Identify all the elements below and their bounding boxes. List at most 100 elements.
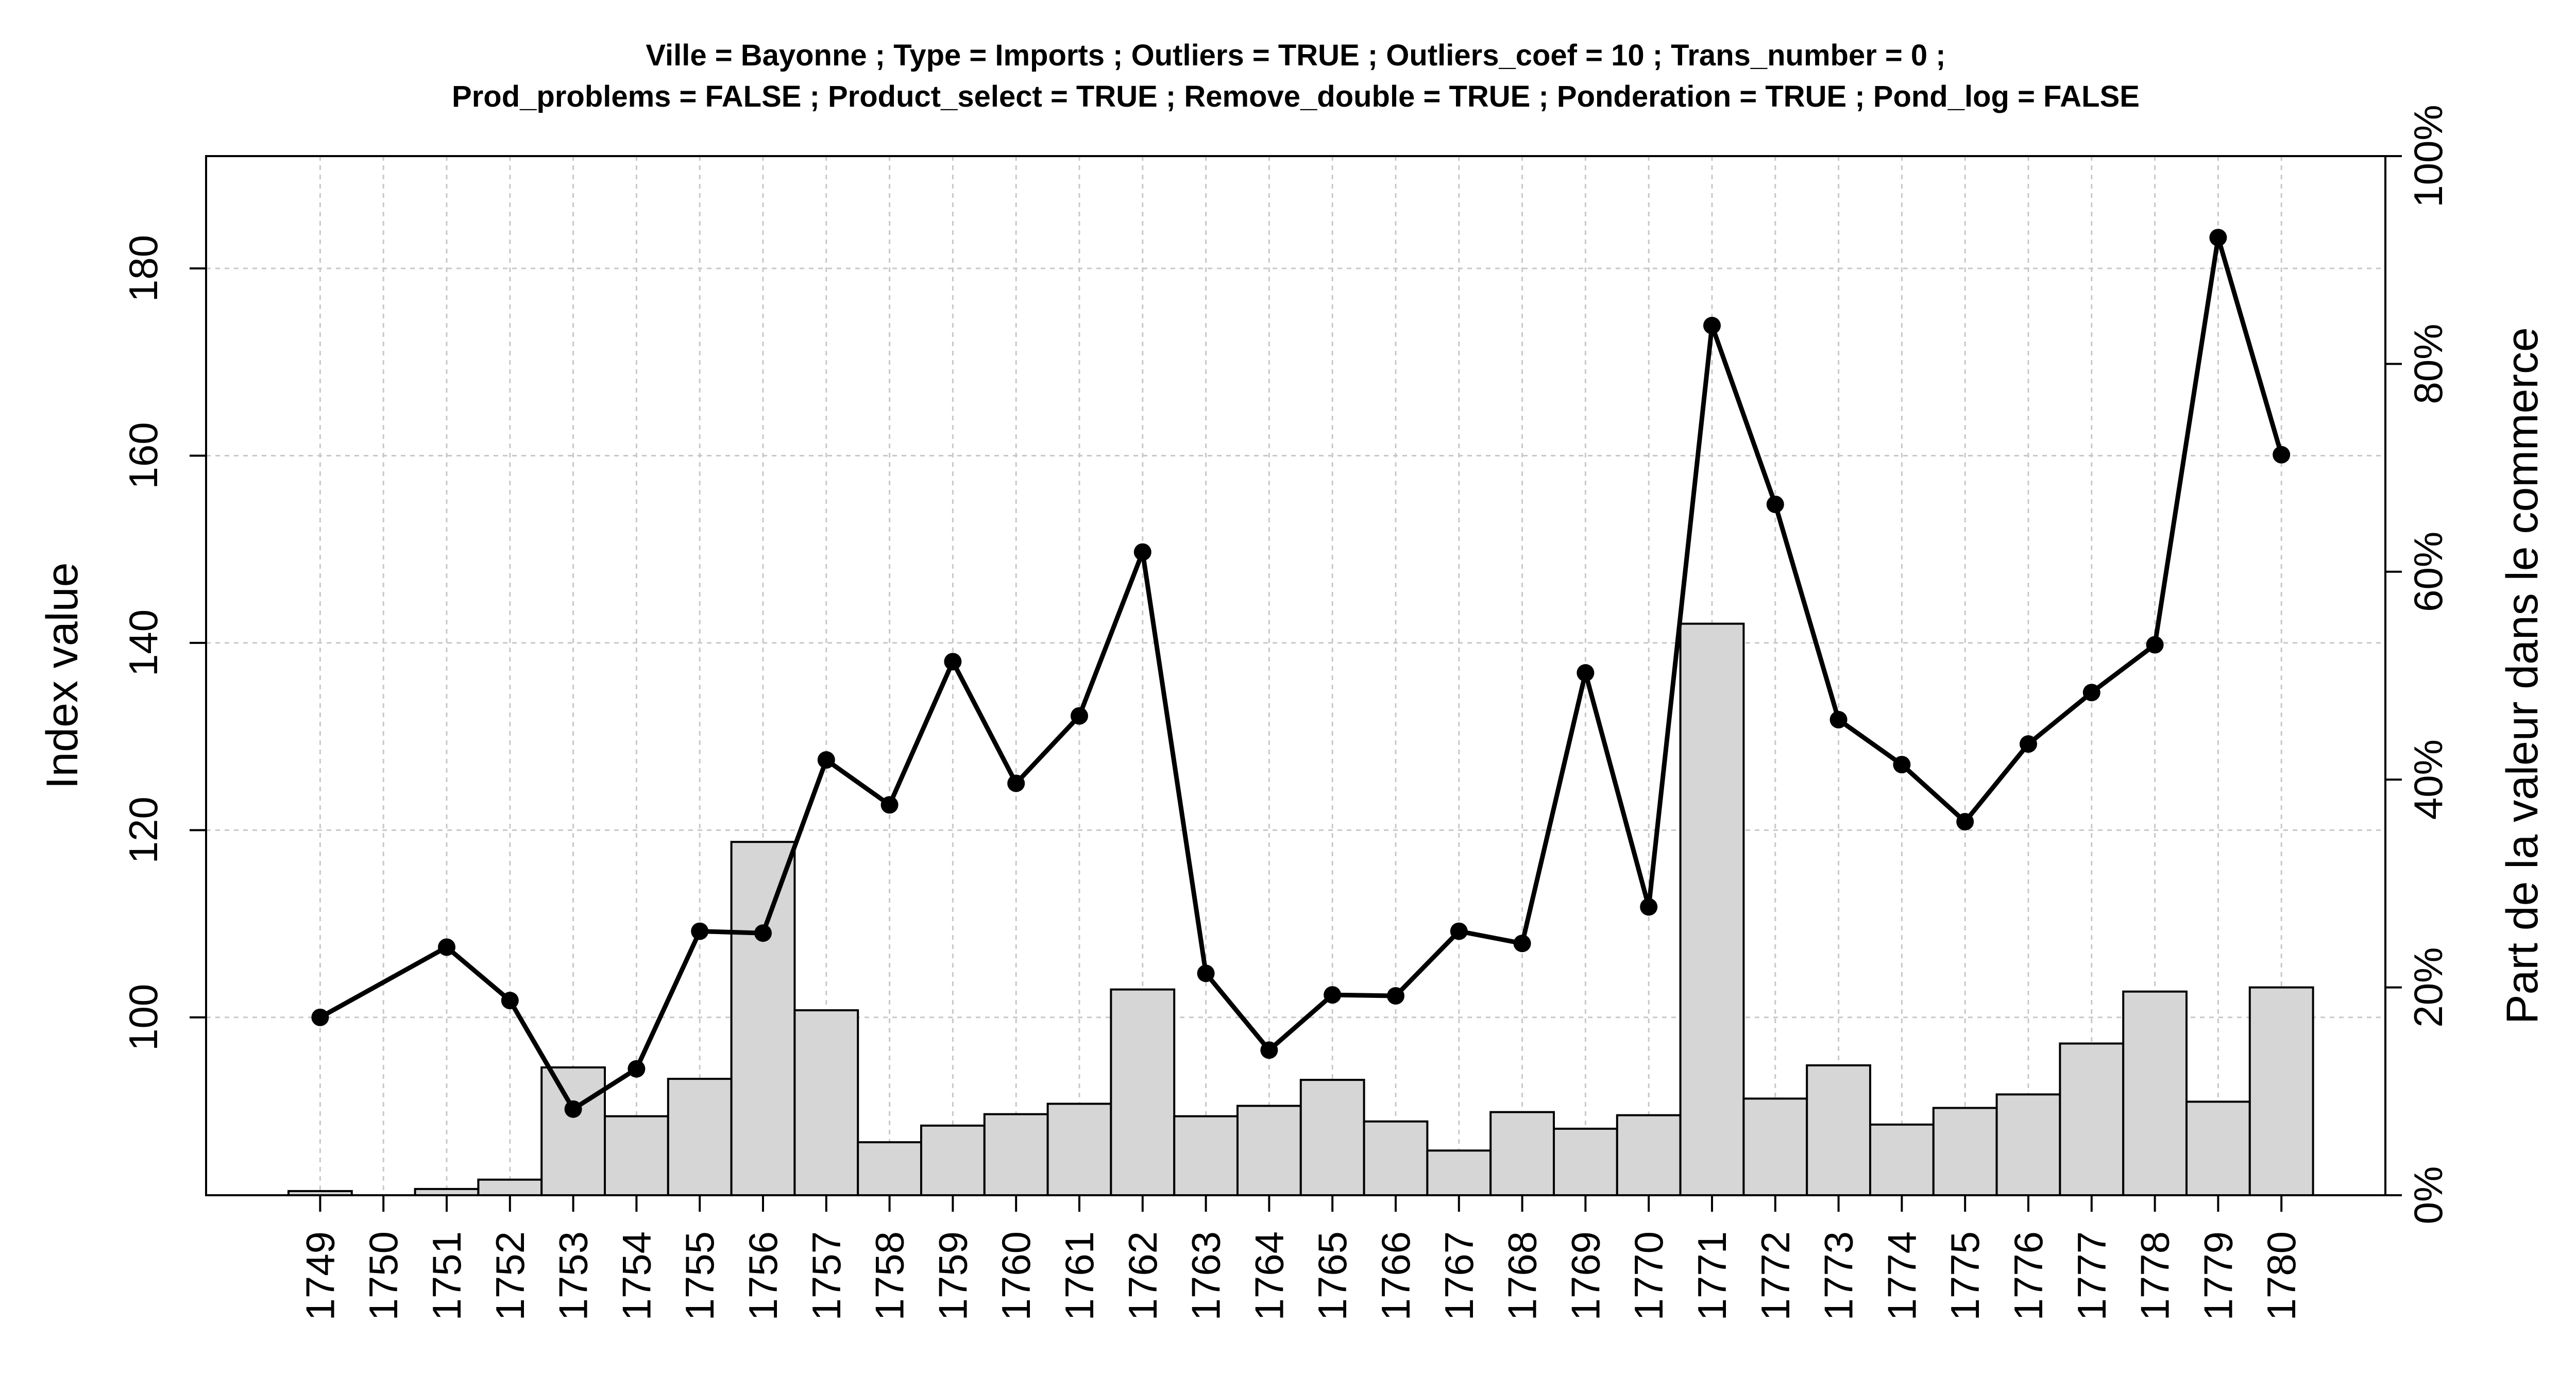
line-point xyxy=(1829,710,1848,728)
x-tick-label: 1749 xyxy=(297,1231,343,1321)
line-point xyxy=(1007,774,1025,792)
bar xyxy=(2059,1042,2125,1196)
x-tick-label: 1773 xyxy=(1816,1231,1861,1321)
bar xyxy=(920,1124,986,1197)
bar xyxy=(667,1078,733,1196)
y2-tick-label: 40% xyxy=(2405,739,2451,820)
line-point xyxy=(438,938,455,956)
line-point xyxy=(501,992,519,1010)
bar-series xyxy=(287,622,2314,1197)
bar xyxy=(2122,990,2188,1196)
x-tick-label: 1765 xyxy=(1310,1231,1355,1321)
line-point xyxy=(1956,812,1974,830)
line-point xyxy=(1324,986,1342,1004)
y2-tick-label: 60% xyxy=(2405,532,2451,612)
bar xyxy=(2248,986,2314,1196)
bar xyxy=(1236,1105,1302,1197)
y-tick-label: 180 xyxy=(121,235,166,302)
y-tick-label: 100 xyxy=(121,984,166,1051)
line-point xyxy=(1450,922,1468,940)
chart-title-line: Prod_problems = FALSE ; Product_select =… xyxy=(452,80,2140,113)
bar xyxy=(1299,1079,1365,1197)
line-point xyxy=(880,796,899,814)
x-tick-label: 1779 xyxy=(2195,1231,2241,1321)
line-point xyxy=(1197,964,1215,982)
x-tick-label: 1762 xyxy=(1120,1231,1165,1321)
bar xyxy=(2185,1100,2251,1196)
line-point xyxy=(628,1060,646,1078)
line-point xyxy=(564,1100,582,1118)
line-point xyxy=(1577,664,1595,682)
line-point xyxy=(311,1008,329,1026)
bar xyxy=(477,1178,543,1197)
x-tick-label: 1774 xyxy=(1879,1231,1924,1321)
line-point xyxy=(944,653,962,671)
bar xyxy=(1363,1120,1429,1196)
x-tick-label: 1778 xyxy=(2132,1231,2178,1321)
bar xyxy=(1173,1115,1239,1197)
bar xyxy=(1742,1097,1808,1196)
x-tick-label: 1777 xyxy=(2069,1231,2114,1321)
line-point xyxy=(2020,735,2037,753)
bar xyxy=(1616,1114,1682,1196)
x-tick-label: 1760 xyxy=(993,1231,1039,1321)
x-tick-label: 1780 xyxy=(2259,1231,2304,1321)
line-point xyxy=(1260,1041,1278,1059)
line-point xyxy=(1703,316,1721,334)
x-tick-label: 1768 xyxy=(1500,1231,1545,1321)
y2-tick-label: 100% xyxy=(2405,105,2451,208)
chart-title-line: Ville = Bayonne ; Type = Imports ; Outli… xyxy=(646,39,1945,72)
line-path xyxy=(319,235,2284,1112)
x-tick-label: 1766 xyxy=(1373,1231,1418,1321)
x-tick-label: 1776 xyxy=(2006,1231,2051,1321)
y2-tick-label: 0% xyxy=(2405,1166,2451,1225)
bar xyxy=(1806,1064,1871,1196)
x-tick-label: 1769 xyxy=(1563,1231,1608,1321)
x-tick-label: 1763 xyxy=(1183,1231,1229,1321)
x-tick-label: 1761 xyxy=(1057,1231,1102,1321)
line-point xyxy=(754,924,772,942)
bar xyxy=(1489,1111,1555,1196)
x-tick-label: 1767 xyxy=(1436,1231,1482,1321)
line-point xyxy=(2273,446,2291,464)
x-tick-label: 1775 xyxy=(1942,1231,1988,1321)
x-tick-label: 1753 xyxy=(551,1231,596,1321)
y-tick-label: 160 xyxy=(121,422,166,489)
bar xyxy=(793,1009,859,1196)
x-tick-label: 1770 xyxy=(1626,1231,1671,1321)
bar xyxy=(1932,1107,1998,1197)
y-axis-label: Index value xyxy=(38,563,87,789)
bar xyxy=(857,1141,922,1197)
bar xyxy=(1553,1127,1618,1197)
y-tick-label: 120 xyxy=(121,796,166,863)
line-point xyxy=(1640,898,1658,916)
line-point xyxy=(2082,684,2100,702)
chart-title: Ville = Bayonne ; Type = Imports ; Outli… xyxy=(452,39,2140,113)
line-point xyxy=(1513,935,1531,953)
bar xyxy=(1426,1149,1492,1197)
line-point xyxy=(817,751,835,769)
line-point xyxy=(691,922,709,940)
x-tick-label: 1751 xyxy=(424,1231,469,1321)
line-point xyxy=(1071,707,1088,725)
x-tick-label: 1755 xyxy=(677,1231,722,1321)
bar xyxy=(983,1113,1049,1197)
y2-tick-label: 80% xyxy=(2405,324,2451,404)
x-tick-label: 1757 xyxy=(804,1231,849,1321)
bar xyxy=(604,1115,669,1197)
axes: 100 120 140 160 180 0% 20% 40% 60% 80% 100% 1749 175… xyxy=(121,105,2451,1320)
line-point xyxy=(1893,756,1911,774)
bar xyxy=(1869,1123,1935,1196)
bar xyxy=(730,841,796,1196)
y-tick-label: 140 xyxy=(121,609,166,676)
bar xyxy=(1995,1093,2061,1197)
line-point xyxy=(1766,495,1784,513)
plot-border xyxy=(205,155,2386,1196)
line-point xyxy=(2146,636,2164,654)
bar xyxy=(1046,1102,1112,1196)
x-tick-label: 1759 xyxy=(930,1231,975,1321)
line-point xyxy=(1133,543,1151,561)
x-tick-label: 1756 xyxy=(740,1231,786,1321)
y2-axis-label: Part de la valeur dans le commerce xyxy=(2498,327,2547,1024)
line-point xyxy=(2209,229,2227,247)
